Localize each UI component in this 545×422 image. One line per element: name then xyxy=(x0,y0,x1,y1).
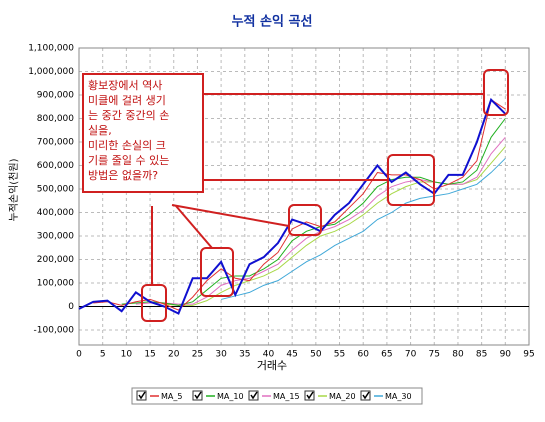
legend-label: MA_15 xyxy=(273,392,300,401)
legend-check xyxy=(250,391,258,400)
series-line xyxy=(220,158,506,300)
x-tick-label: 65 xyxy=(381,350,392,360)
y-axis-label: 누적손익(천원) xyxy=(8,158,20,221)
x-tick-label: 0 xyxy=(76,350,82,360)
highlight-box xyxy=(200,247,234,297)
y-tick-label: 600,000 xyxy=(37,161,74,171)
x-tick-label: 20 xyxy=(168,350,180,360)
x-tick-label: 70 xyxy=(405,350,417,360)
legend-box xyxy=(131,387,423,405)
annotation-line: 미클에 걸려 생기 xyxy=(88,94,166,107)
x-tick-label: 45 xyxy=(286,350,297,360)
y-tick-label: 700,000 xyxy=(37,138,74,148)
x-axis-label: 거래수 xyxy=(257,359,287,372)
annotation-box xyxy=(82,73,204,193)
x-tick-label: 25 xyxy=(192,350,203,360)
annotation-line: 기를 줄일 수 있는 xyxy=(88,153,169,167)
y-tick-label: 100,000 xyxy=(37,279,74,289)
legend-label: MA_10 xyxy=(217,392,244,401)
arrow-line xyxy=(171,204,290,227)
legend-checkbox xyxy=(248,390,259,401)
legend-checkbox xyxy=(192,390,203,401)
legend-checkbox xyxy=(304,390,315,401)
x-tick-label: 40 xyxy=(263,350,275,360)
plot-frame xyxy=(78,47,530,346)
highlights xyxy=(141,69,509,322)
x-tick-label: 10 xyxy=(121,350,133,360)
x-tick-label: 75 xyxy=(429,350,440,360)
legend-checkbox xyxy=(136,390,147,401)
x-tick-label: 55 xyxy=(334,350,345,360)
legend-check xyxy=(306,391,314,400)
x-tick-label: 15 xyxy=(144,350,155,360)
legend-check xyxy=(362,391,370,400)
x-tick-label: 60 xyxy=(357,350,369,360)
y-tick-label: 800,000 xyxy=(37,114,74,124)
y-tick-label: -100,000 xyxy=(34,326,75,336)
annotation-line: 황보장에서 역사 xyxy=(88,79,162,92)
series-line xyxy=(93,98,506,311)
y-tick-label: 1,100,000 xyxy=(28,44,74,54)
x-tick-label: 95 xyxy=(523,350,534,360)
legend-check xyxy=(194,391,202,400)
x-tick-label: 90 xyxy=(500,350,512,360)
x-tick-label: 80 xyxy=(452,350,464,360)
chart-title: 누적 손익 곡선 xyxy=(232,14,313,30)
arrow-line xyxy=(175,205,213,249)
x-tick-label: 35 xyxy=(239,350,250,360)
x-tick-label: 50 xyxy=(310,350,322,360)
annotation-line: 실을, xyxy=(88,124,112,137)
legend-check xyxy=(138,391,146,400)
legend-label: MA_20 xyxy=(329,392,356,401)
legend-checkbox xyxy=(360,390,371,401)
y-tick-label: 0 xyxy=(68,302,74,312)
legend: MA_5 MA_10 MA_15 MA_20 MA_30 xyxy=(131,387,423,405)
annotation-line: 방법은 없을까? xyxy=(88,169,158,182)
annotation-line: 미리한 손실의 크 xyxy=(88,139,166,152)
highlight-box xyxy=(483,69,509,116)
y-tick-label: 1,000,000 xyxy=(28,67,74,77)
legend-label: MA_30 xyxy=(385,392,412,401)
highlight-box xyxy=(141,284,167,322)
y-tick-label: 400,000 xyxy=(37,208,74,218)
y-tick-label: 200,000 xyxy=(37,255,74,265)
y-tick-label: 900,000 xyxy=(37,91,74,101)
highlight-box xyxy=(288,204,322,236)
annotation-line: 는 중간 중간의 손 xyxy=(88,109,169,122)
y-tick-label: 300,000 xyxy=(37,232,74,242)
x-tick-label: 30 xyxy=(215,350,227,360)
x-tick-label: 5 xyxy=(100,350,106,360)
series-line xyxy=(164,146,506,306)
legend-label: MA_5 xyxy=(161,392,182,401)
y-tick-label: 500,000 xyxy=(37,185,74,195)
x-tick-label: 85 xyxy=(476,350,487,360)
